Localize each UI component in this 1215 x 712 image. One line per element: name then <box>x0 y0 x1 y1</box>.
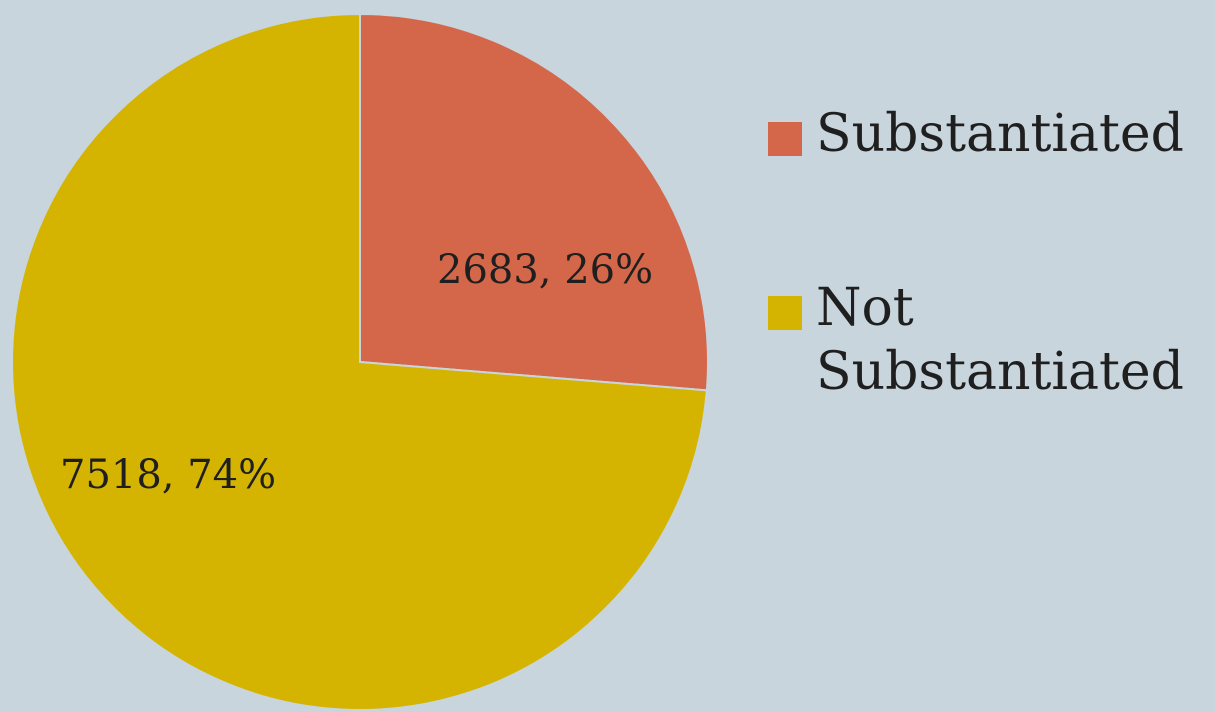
pie-slice-substantiated <box>359 12 709 392</box>
legend-swatch-substantiated <box>768 122 802 156</box>
data-label-not-substantiated: 7518, 74% <box>60 452 277 498</box>
legend-label-not-substantiated: Not Substantiated <box>816 278 1184 402</box>
legend-item-not-substantiated: Not Substantiated <box>768 276 1208 404</box>
legend-swatch-not-substantiated <box>768 296 802 330</box>
legend: Substantiated Not Substantiated <box>768 102 1208 404</box>
legend-item-substantiated: Substantiated <box>768 102 1208 166</box>
legend-label-substantiated: Substantiated <box>816 104 1184 164</box>
pie-slice-not-substantiated <box>11 12 708 711</box>
data-label-substantiated: 2683, 26% <box>437 247 654 293</box>
